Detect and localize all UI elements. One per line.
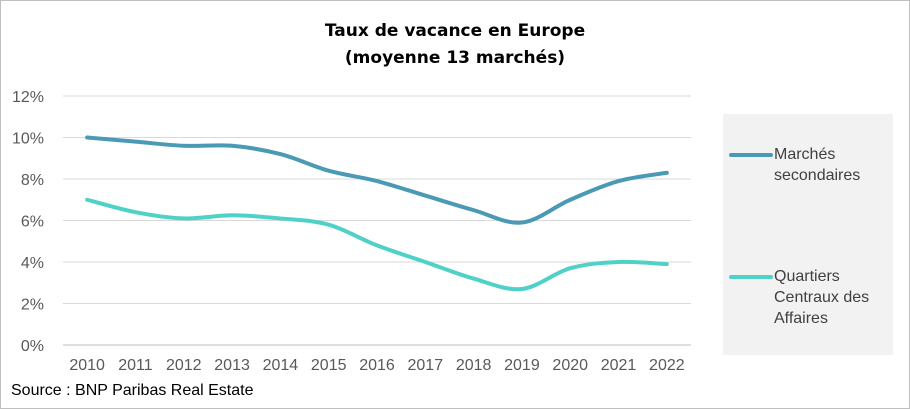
series-line-quartiers-centraux xyxy=(85,197,669,292)
chart-title: Taux de vacance en Europe xyxy=(324,21,586,41)
x-tick-label: 2013 xyxy=(214,357,250,374)
x-tick-label: 2018 xyxy=(456,357,492,374)
chart-subtitle: (moyenne 13 marchés) xyxy=(344,48,566,68)
x-tick-label: 2016 xyxy=(359,357,395,374)
x-tick-label: 2015 xyxy=(311,357,347,374)
y-tick-label: 2% xyxy=(21,297,44,314)
legend-label: Marchés secondaires xyxy=(774,146,861,184)
y-tick-label: 6% xyxy=(21,214,44,231)
x-tick-label: 2012 xyxy=(166,357,202,374)
chart-legend: Marchés secondaires Quartiers Centraux d… xyxy=(723,114,893,355)
x-tick-label: 2014 xyxy=(263,357,299,374)
series-line-marches-secondaires xyxy=(85,135,669,225)
x-tick-label: 2010 xyxy=(69,357,105,374)
x-tick-label: 2021 xyxy=(601,357,637,374)
x-tick-label: 2017 xyxy=(408,357,444,374)
legend-label: Quartiers Centraux des Affaires xyxy=(774,268,870,327)
source-note: Source : BNP Paribas Real Estate xyxy=(11,382,254,399)
y-tick-label: 0% xyxy=(21,338,44,355)
chart-title-block: Taux de vacance en Europe (moyenne 13 ma… xyxy=(1,18,909,72)
legend-swatch xyxy=(729,153,773,157)
legend-swatch xyxy=(729,275,773,279)
y-tick-label: 4% xyxy=(21,255,44,272)
y-tick-label: 8% xyxy=(21,172,44,189)
x-tick-label: 2022 xyxy=(649,357,685,374)
x-tick-label: 2011 xyxy=(118,357,153,374)
x-tick-label: 2019 xyxy=(504,357,540,374)
y-tick-label: 10% xyxy=(12,131,44,148)
x-tick-label: 2020 xyxy=(552,357,588,374)
y-tick-label: 12% xyxy=(12,89,44,106)
